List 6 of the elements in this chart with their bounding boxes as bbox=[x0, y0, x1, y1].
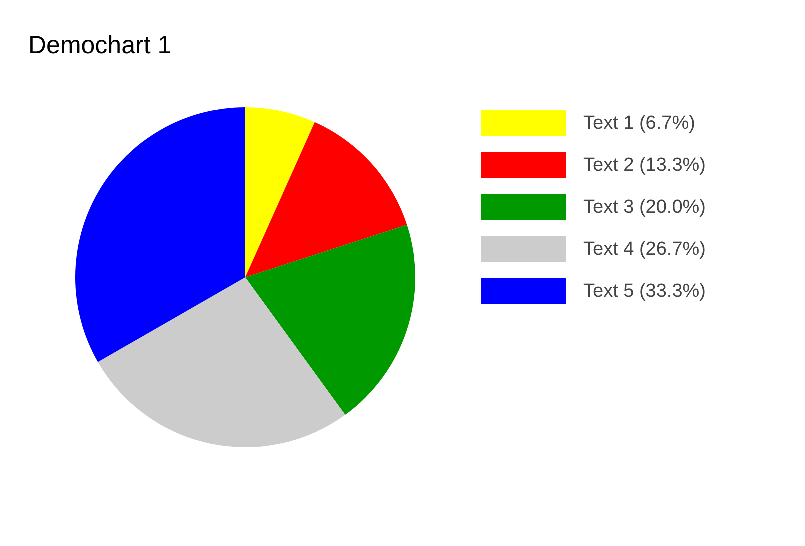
legend-label: Text 3 (20.0%) bbox=[584, 197, 706, 218]
legend-label: Text 1 (6.7%) bbox=[584, 113, 696, 134]
legend-label: Text 4 (26.7%) bbox=[584, 239, 706, 260]
chart-title: Demochart 1 bbox=[28, 32, 172, 60]
legend-label: Text 5 (33.3%) bbox=[584, 281, 706, 302]
legend-label: Text 2 (13.3%) bbox=[584, 155, 706, 176]
